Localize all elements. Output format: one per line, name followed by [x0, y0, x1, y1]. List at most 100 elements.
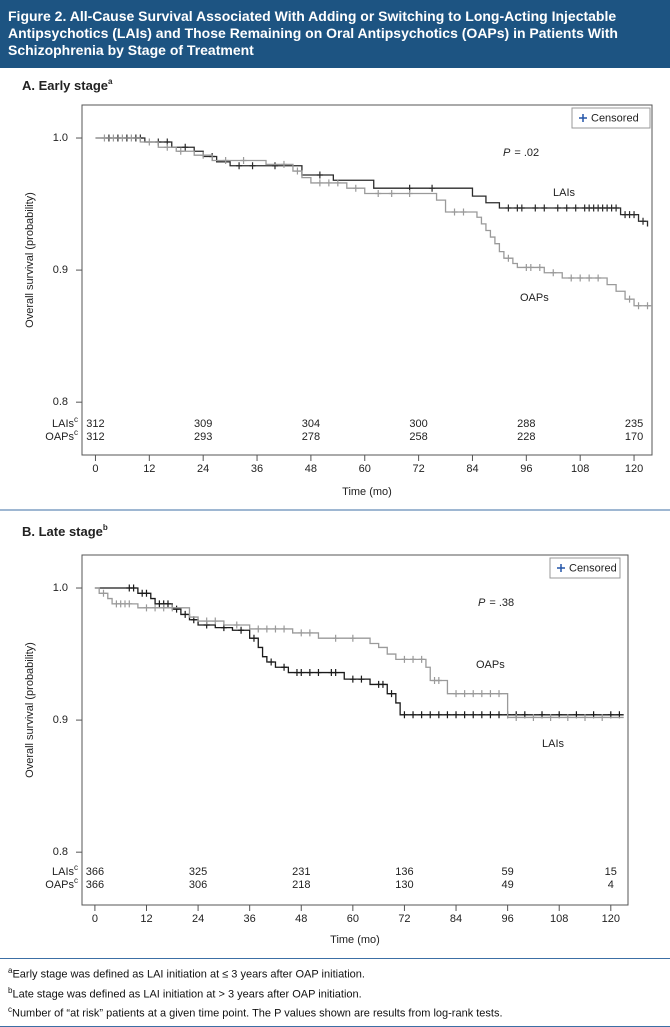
- legend-symbol: [557, 564, 565, 572]
- at-risk-label: OAPsc: [45, 428, 78, 443]
- censor-mark: [164, 143, 171, 151]
- censor-mark: [250, 634, 257, 642]
- x-tick-label: 24: [197, 463, 209, 475]
- footnote-mark: c: [8, 1005, 12, 1015]
- censor-mark: [401, 711, 408, 719]
- censor-mark: [518, 204, 525, 212]
- censor-mark: [119, 134, 126, 142]
- series-label: OAPs: [476, 659, 505, 671]
- censor-mark: [478, 690, 485, 698]
- censor-mark: [530, 713, 537, 721]
- y-tick-label: 0.8: [53, 846, 68, 858]
- x-tick-label: 72: [412, 463, 424, 475]
- censor-mark: [640, 217, 647, 225]
- x-tick-label: 120: [625, 463, 643, 475]
- censor-mark: [572, 204, 579, 212]
- x-tick-label: 108: [571, 463, 589, 475]
- censor-mark: [410, 711, 417, 719]
- censor-mark: [268, 658, 275, 666]
- at-risk-count: 231: [292, 866, 310, 878]
- censor-mark: [505, 254, 512, 262]
- censor-mark: [470, 711, 477, 719]
- x-tick-label: 60: [359, 463, 371, 475]
- censor-mark: [388, 189, 395, 197]
- plot-frame: [81, 554, 629, 906]
- censor-mark: [487, 711, 494, 719]
- at-risk-count: 170: [625, 431, 643, 443]
- plot-frame: [81, 104, 653, 456]
- censor-mark: [249, 162, 256, 170]
- censor-mark: [100, 589, 107, 597]
- censor-mark: [631, 211, 638, 219]
- censor-mark: [358, 675, 365, 683]
- censor-mark: [160, 604, 167, 612]
- censor-mark: [547, 713, 554, 721]
- censor-mark: [496, 711, 503, 719]
- at-risk-count: 366: [86, 866, 104, 878]
- censor-mark: [444, 711, 451, 719]
- x-tick-label: 60: [347, 913, 359, 925]
- censor-mark: [513, 713, 520, 721]
- censor-mark: [332, 634, 339, 642]
- footnote: bLate stage was defined as LAI initiatio…: [8, 983, 670, 1003]
- survival-curve: [94, 587, 624, 716]
- censor-mark: [582, 713, 589, 721]
- x-tick-label: 72: [398, 913, 410, 925]
- censor-mark: [316, 179, 323, 187]
- at-risk-count: 49: [501, 879, 513, 891]
- censor-mark: [110, 134, 117, 142]
- censor-mark: [272, 625, 279, 633]
- censor-mark: [240, 156, 247, 164]
- censor-mark: [453, 711, 460, 719]
- censor-mark: [316, 171, 323, 179]
- censor-mark: [470, 690, 477, 698]
- at-risk-count: 306: [189, 879, 207, 891]
- censor-mark: [427, 711, 434, 719]
- at-risk-sup: c: [74, 863, 78, 872]
- censor-mark: [613, 204, 620, 212]
- at-risk-count: 130: [395, 879, 413, 891]
- legend-symbol: [579, 114, 587, 122]
- censor-mark: [173, 605, 180, 613]
- at-risk-count: 136: [395, 866, 413, 878]
- censor-mark: [298, 629, 305, 637]
- at-risk-count: 325: [189, 866, 207, 878]
- censor-mark: [143, 604, 150, 612]
- at-risk-count: 300: [409, 418, 427, 430]
- at-risk-count: 218: [292, 879, 310, 891]
- p-text: = .02: [514, 147, 539, 159]
- legend-label: Censored: [569, 562, 617, 574]
- p-value: P = .02: [503, 147, 539, 159]
- censor-mark: [568, 274, 575, 282]
- panel-title-text: A. Early stage: [22, 78, 108, 93]
- censor-mark: [496, 690, 503, 698]
- censor-mark: [146, 138, 153, 146]
- x-tick-label: 96: [501, 913, 513, 925]
- panel-title-sup: b: [103, 523, 108, 532]
- censor-mark: [461, 690, 468, 698]
- censor-mark: [101, 134, 108, 142]
- censor-mark: [460, 208, 467, 216]
- censor-mark: [527, 263, 534, 271]
- censor-mark: [453, 690, 460, 698]
- censor-mark: [451, 208, 458, 216]
- at-risk-count: 293: [194, 431, 212, 443]
- footnote: aEarly stage was defined as LAI initiati…: [8, 963, 670, 983]
- censor-mark: [164, 600, 171, 608]
- censor-mark: [306, 629, 313, 637]
- x-tick-label: 96: [520, 463, 532, 475]
- censor-mark: [375, 189, 382, 197]
- censor-mark: [435, 676, 442, 684]
- censor-mark: [281, 663, 288, 671]
- censor-mark: [388, 690, 395, 698]
- censor-mark: [203, 617, 210, 625]
- at-risk-count: 304: [302, 418, 320, 430]
- censor-mark: [325, 179, 332, 187]
- footnote-text: Late stage was defined as LAI initiation…: [12, 988, 362, 1001]
- y-axis-label: Overall survival (probability): [24, 642, 36, 778]
- panel-title: B. Late stageb: [22, 523, 108, 539]
- at-risk-count: 4: [608, 879, 614, 891]
- censor-mark: [306, 669, 313, 677]
- at-risk-label: OAPsc: [45, 876, 78, 891]
